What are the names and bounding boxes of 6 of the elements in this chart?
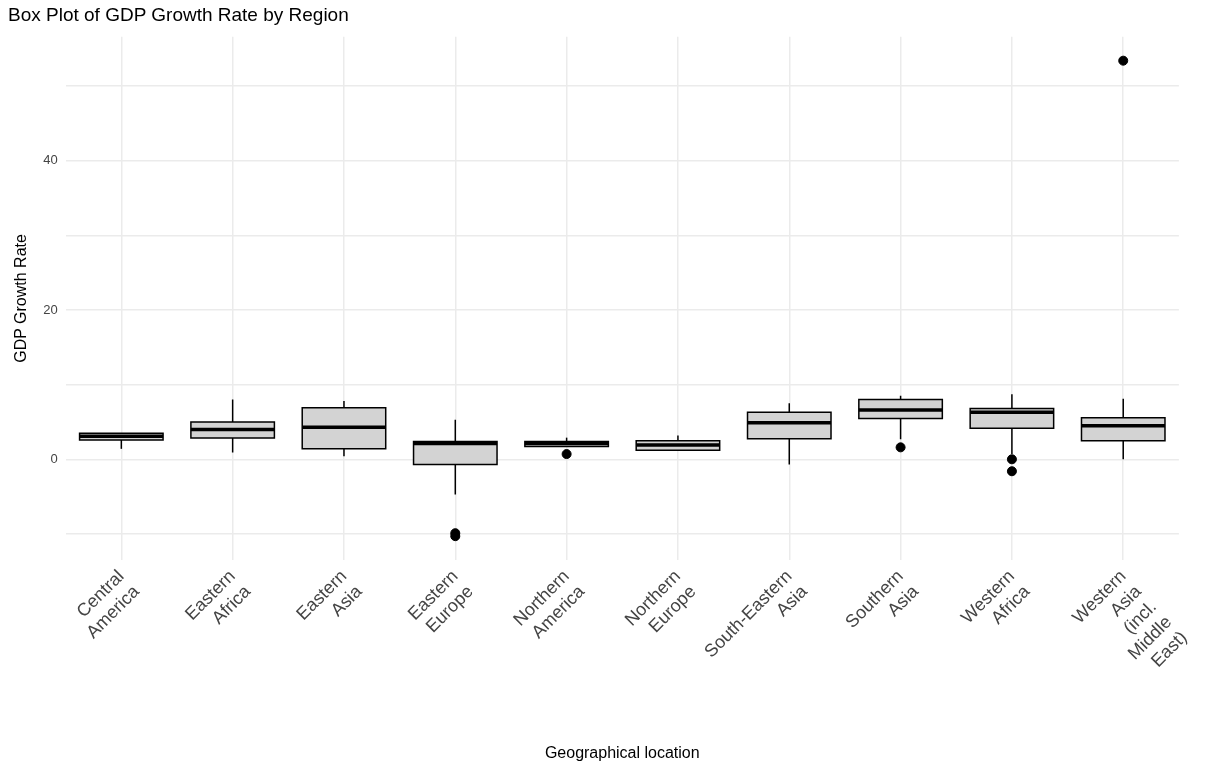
y-axis-title: GDP Growth Rate [12, 234, 30, 363]
y-tick-label: 40 [43, 152, 58, 168]
x-axis-title: Geographical location [544, 743, 700, 761]
y-tick-label: 20 [43, 301, 58, 317]
y-tick-label: 0 [50, 450, 58, 466]
chart-title: Box Plot of GDP Growth Rate by Region [8, 3, 349, 25]
